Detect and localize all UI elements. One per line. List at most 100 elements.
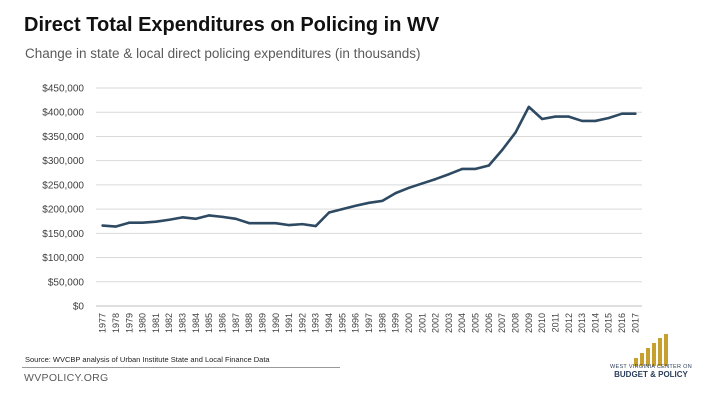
x-tick-label: 1986: [218, 313, 228, 333]
x-tick-label: 2012: [564, 313, 574, 333]
data-point: [607, 116, 610, 120]
x-tick-label: 2002: [431, 313, 441, 333]
y-tick-label: $300,000: [42, 156, 84, 167]
x-tick-label: 1999: [391, 313, 401, 333]
data-point: [567, 115, 570, 118]
x-tick-label: 1983: [178, 313, 188, 333]
data-point: [434, 177, 437, 181]
data-point: [314, 224, 317, 228]
data-point: [341, 207, 344, 211]
x-tick-label: 1978: [111, 313, 121, 333]
data-point: [247, 221, 251, 225]
x-tick-label: 1994: [324, 313, 334, 333]
x-tick-label: 2015: [604, 313, 614, 333]
data-point: [540, 117, 544, 121]
x-tick-label: 1990: [271, 313, 281, 333]
data-point: [207, 214, 211, 217]
y-tick-label: $100,000: [42, 253, 84, 264]
wvcbp-logo: WEST VIRGINIA CENTER ON BUDGET & POLICY: [606, 330, 696, 380]
logo-text-top: WEST VIRGINIA CENTER ON: [610, 364, 692, 370]
gridlines: [96, 87, 642, 307]
logo-text-bottom: BUDGET & POLICY: [614, 370, 688, 379]
x-tick-label: 2016: [617, 313, 627, 333]
x-tick-label: 2001: [417, 313, 427, 333]
data-point: [634, 112, 637, 115]
data-point: [554, 115, 557, 118]
data-point: [381, 199, 384, 203]
data-point: [101, 224, 104, 227]
data-point: [474, 167, 477, 171]
data-point: [274, 221, 277, 225]
line-chart: $0 $50,000 $100,000 $150,000 $200,000 $250,00…: [42, 84, 642, 333]
x-tick-label: 1981: [151, 313, 161, 333]
x-tick-label: 1979: [124, 313, 134, 333]
chart-title: Direct Total Expenditures on Policing in…: [24, 14, 440, 36]
y-tick-label: $250,000: [42, 180, 84, 191]
x-tick-label: 1989: [257, 313, 267, 333]
x-tick-label: 1991: [284, 313, 294, 333]
y-tick-label: $0: [73, 302, 85, 313]
data-point: [194, 217, 198, 220]
x-tick-label: 1993: [311, 313, 321, 333]
x-tick-label: 2014: [590, 313, 600, 333]
x-tick-label: 1982: [164, 313, 174, 333]
chart-subtitle: Change in state & local direct policing …: [25, 46, 421, 61]
series-layer: [101, 105, 637, 228]
x-tick-label: 1998: [377, 313, 387, 333]
data-point: [527, 105, 531, 109]
x-tick-label: 2000: [404, 313, 414, 333]
data-point: [327, 211, 331, 214]
data-point: [594, 119, 597, 123]
data-point: [500, 148, 504, 152]
bar-chart-logo-icon: [634, 334, 670, 366]
x-tick-label: 1997: [364, 313, 374, 333]
site-url: WVPOLICY.ORG: [24, 372, 109, 384]
data-point: [154, 220, 158, 223]
x-tick-label: 2006: [484, 313, 494, 333]
series-line: [101, 105, 637, 228]
data-point: [287, 223, 291, 227]
x-tick-label: 1995: [337, 313, 347, 333]
data-point: [407, 186, 411, 189]
data-point: [447, 173, 451, 176]
data-point: [168, 218, 171, 221]
source-note: Source: WVCBP analysis of Urban Institut…: [25, 355, 270, 364]
x-tick-label: 1984: [191, 313, 201, 333]
y-axis-tick-labels: $0 $50,000 $100,000 $150,000 $200,000 $250,00…: [42, 84, 84, 313]
x-tick-label: 2013: [577, 313, 587, 333]
data-point: [128, 221, 131, 224]
x-tick-label: 2007: [497, 313, 507, 333]
data-point: [221, 215, 224, 219]
data-point: [234, 217, 238, 220]
x-tick-label: 2008: [510, 313, 520, 333]
data-point: [394, 191, 397, 195]
x-tick-label: 1987: [231, 313, 241, 333]
data-point: [620, 112, 624, 115]
data-point: [487, 164, 491, 167]
data-point: [580, 119, 584, 123]
data-point: [461, 167, 464, 171]
x-tick-label: 2010: [537, 313, 547, 333]
data-point: [181, 216, 184, 219]
footer-divider: [22, 367, 340, 368]
x-tick-label: 1985: [204, 313, 214, 333]
y-tick-label: $450,000: [42, 84, 84, 95]
data-point: [301, 222, 304, 226]
x-tick-label: 2009: [524, 313, 534, 333]
data-point: [367, 201, 371, 205]
x-tick-label: 2005: [471, 313, 481, 333]
data-point: [261, 221, 264, 225]
data-point: [141, 221, 144, 224]
y-tick-label: $400,000: [42, 108, 84, 119]
y-tick-label: $50,000: [48, 277, 85, 288]
data-point: [514, 131, 517, 134]
x-tick-label: 1996: [351, 313, 361, 333]
x-tick-label: 2011: [550, 313, 560, 332]
x-tick-label: 1992: [297, 313, 307, 333]
y-tick-label: $150,000: [42, 229, 84, 240]
x-tick-label: 1988: [244, 313, 254, 333]
x-tick-label: 2017: [630, 313, 640, 333]
x-axis-tick-labels: 1977 1978 1979 1980 1981 1982 1983 1984 1985 1986…: [98, 313, 641, 333]
data-point: [421, 182, 424, 185]
x-tick-label: 2003: [444, 313, 454, 333]
